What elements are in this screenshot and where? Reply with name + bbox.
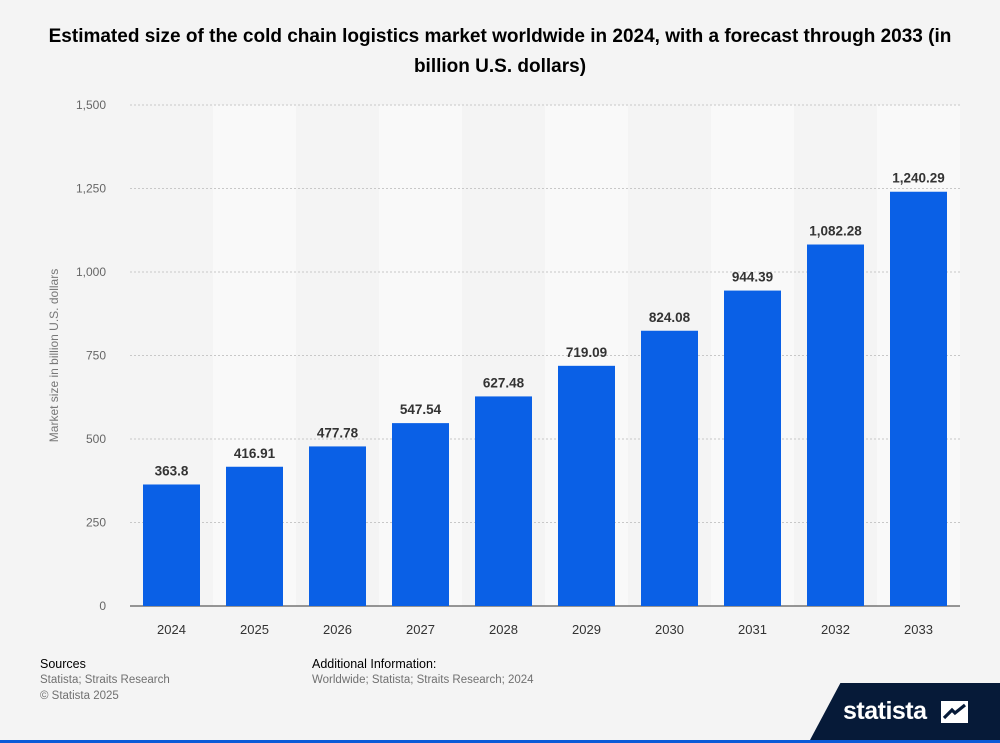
- bar[interactable]: [558, 365, 615, 606]
- copyright-line: © Statista 2025: [40, 690, 119, 702]
- brand-name[interactable]: statista: [843, 697, 927, 725]
- x-tick-label: 2033: [904, 622, 933, 637]
- x-tick-label: 2026: [323, 622, 352, 637]
- x-tick-label: 2029: [572, 622, 601, 637]
- additional-info-line: Worldwide; Statista; Straits Research; 2…: [312, 674, 534, 686]
- bar-chart: 0 250 500 750 1,000 1,250 1,500 363.8 2024 416.91…: [47, 98, 960, 637]
- data-label: 824.08: [649, 310, 691, 325]
- y-axis-title: Market size in billion U.S. dollars: [47, 269, 61, 442]
- additional-info-heading: Additional Information:: [312, 657, 437, 671]
- bar[interactable]: [392, 423, 449, 606]
- x-tick-label: 2030: [655, 622, 684, 637]
- bar[interactable]: [143, 484, 200, 606]
- data-label: 477.78: [317, 425, 359, 440]
- bar[interactable]: [475, 396, 532, 606]
- bar[interactable]: [807, 244, 864, 606]
- footer-additional-info: Additional Information: Worldwide; Stati…: [312, 656, 534, 688]
- y-tick-label: 500: [86, 432, 106, 446]
- data-label: 1,240.29: [892, 171, 945, 186]
- data-label: 363.8: [155, 463, 189, 478]
- footer-sources: Sources Statista; Straits Research © Sta…: [40, 656, 170, 704]
- y-tick-label: 750: [86, 349, 106, 363]
- bar[interactable]: [309, 446, 366, 606]
- bar[interactable]: [724, 290, 781, 606]
- x-tick-label: 2032: [821, 622, 850, 637]
- y-tick-label: 0: [99, 599, 106, 613]
- data-label: 1,082.28: [809, 224, 862, 239]
- chart-title: Estimated size of the cold chain logisti…: [48, 26, 952, 77]
- data-label: 944.39: [732, 270, 773, 285]
- x-tick-label: 2025: [240, 622, 269, 637]
- brand-band: [810, 683, 1000, 740]
- data-label: 547.54: [400, 402, 442, 417]
- data-label: 719.09: [566, 345, 607, 360]
- data-label: 416.91: [234, 446, 276, 461]
- y-tick-label: 1,250: [76, 182, 106, 196]
- statista-logo-icon: [941, 701, 968, 723]
- x-tick-label: 2028: [489, 622, 518, 637]
- x-tick-label: 2031: [738, 622, 767, 637]
- y-tick-label: 1,500: [76, 98, 106, 112]
- y-tick-label: 250: [86, 516, 106, 530]
- sources-heading: Sources: [40, 657, 86, 671]
- y-tick-label: 1,000: [76, 265, 106, 279]
- data-label: 627.48: [483, 375, 525, 390]
- x-tick-label: 2027: [406, 622, 435, 637]
- x-tick-label: 2024: [157, 622, 186, 637]
- bar[interactable]: [890, 191, 947, 606]
- bar[interactable]: [641, 330, 698, 606]
- sources-line: Statista; Straits Research: [40, 674, 170, 686]
- bottom-rule: [0, 740, 1000, 743]
- bar[interactable]: [226, 466, 283, 606]
